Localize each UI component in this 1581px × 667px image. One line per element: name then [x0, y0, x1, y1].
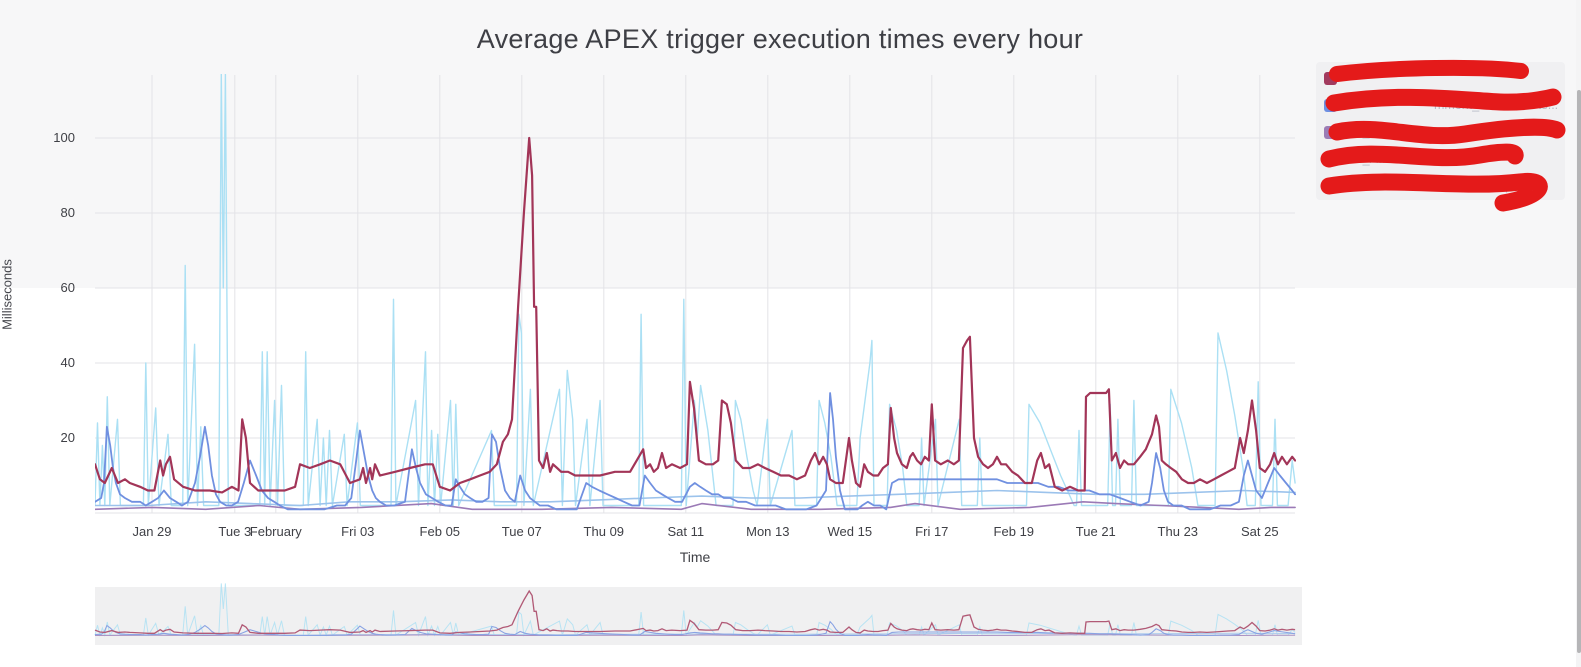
legend-item[interactable]: mment_Refe ts... [1316, 97, 1565, 119]
x-tick-label: Tue 3 [218, 524, 252, 539]
legend-item[interactable] [1316, 70, 1565, 92]
x-tick-label: Thu 09 [583, 524, 625, 539]
x-tick-label: Mon 13 [746, 524, 790, 539]
x-tick-label: Wed 15 [827, 524, 873, 539]
y-axis-title: Milliseconds [0, 259, 15, 330]
legend-label-fragment: ts... [1538, 98, 1559, 112]
x-tick-label: Feb 19 [993, 524, 1035, 539]
x-tick-label: Sat 25 [1241, 524, 1279, 539]
gridlines [95, 75, 1295, 514]
y-tick-label: 20 [60, 430, 75, 445]
chart-title: Average APEX trigger execution times eve… [476, 24, 1084, 54]
x-tick-label: Thu 23 [1157, 524, 1199, 539]
series-lines [95, 74, 1296, 511]
x-tick-label: Sat 11 [667, 524, 705, 539]
legend-swatch-icon [1324, 180, 1337, 193]
x-tick-label: Feb 05 [419, 524, 461, 539]
legend-item[interactable]: ES_CaseCo [1316, 124, 1565, 146]
x-tick-label: Tue 07 [501, 524, 542, 539]
legend-label-fragment: ES_CaseCo [1346, 125, 1415, 139]
x-axis-title: Time [679, 549, 711, 565]
legend-label-fragment: ES_Attachment_Afte [1346, 152, 1463, 166]
y-tick-label: 40 [60, 355, 75, 370]
navigator-series [94, 583, 1296, 638]
x-tick-label: Fri 17 [915, 524, 949, 539]
y-tick-label: 60 [60, 280, 75, 295]
legend-swatch-icon [1324, 126, 1337, 139]
x-tick-label: Fri 03 [341, 524, 375, 539]
legend: mment_Refe ts... ES_CaseCo ES_Attachment_Af… [1316, 62, 1565, 200]
x-tick-label: Jan 29 [132, 524, 172, 539]
legend-item[interactable]: hment_AfterUp [1316, 178, 1565, 200]
series-line-5 [95, 136, 1296, 494]
y-tick-label: 100 [53, 130, 75, 145]
y-tick-label: 80 [60, 205, 75, 220]
legend-swatch-icon [1324, 72, 1337, 85]
series-line-2 [95, 489, 1296, 507]
scrollbar-thumb[interactable] [1576, 90, 1581, 653]
scrollbar-track[interactable] [1576, 0, 1581, 667]
legend-swatch-icon [1324, 153, 1337, 166]
navigator-line-5 [94, 589, 1296, 635]
legend-label-fragment: hment_AfterUp [1428, 179, 1513, 193]
navigator[interactable] [95, 587, 1302, 645]
legend-label-fragment: mment_Refe [1434, 98, 1506, 112]
x-tick-label: February [249, 524, 302, 539]
x-tick-label: Tue 21 [1075, 524, 1116, 539]
legend-swatch-icon [1324, 99, 1337, 112]
legend-item[interactable]: ES_Attachment_Afte [1316, 151, 1565, 173]
plot-area[interactable] [95, 75, 1295, 513]
